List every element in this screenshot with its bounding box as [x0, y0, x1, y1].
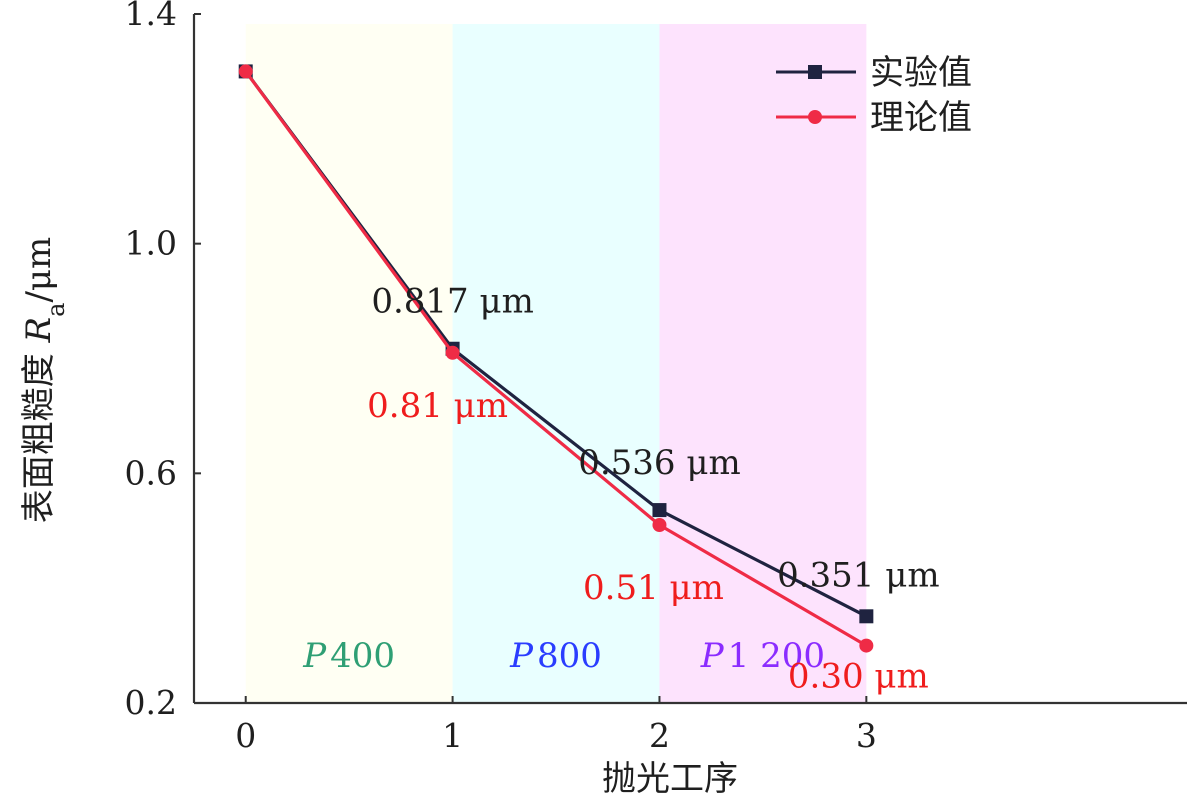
x-tick-label: 3: [856, 716, 877, 755]
legend-marker-circle: [808, 110, 822, 124]
background-region-p400: [245, 24, 453, 703]
y-tick-label: 1.4: [125, 0, 177, 33]
x-tick-label: 1: [442, 716, 463, 755]
chart-series: [238, 64, 874, 653]
chart-axes: 0.2 0.6 1.0 1.4 0 1 2 3: [125, 0, 1187, 755]
value-label-0: 0.817 μm: [371, 282, 533, 322]
region-label-p800: P 800: [509, 636, 602, 676]
value-label-5: 0.30 μm: [788, 657, 929, 697]
value-annotations: 0.817 μm 0.81 μm 0.536 μm 0.51 μm 0.351 μm 0.…: [367, 282, 939, 697]
y-tick-label: 0.6: [125, 453, 177, 492]
value-label-3: 0.51 μm: [583, 568, 724, 608]
series-line-1: [244, 69, 868, 648]
series-1-point-3: [859, 638, 874, 653]
x-axis-title: 抛光工序: [602, 759, 738, 799]
background-regions: P 400 P 800 P 1 200: [245, 24, 867, 703]
background-region-p800: [452, 24, 660, 703]
series-1-point-2: [652, 518, 667, 533]
series-0-point-3: [859, 609, 874, 624]
series-0-point-2: [652, 503, 667, 518]
series-1-point-0: [238, 64, 253, 79]
x-tick-label: 0: [235, 716, 256, 755]
legend-label-1: 理论值: [870, 98, 972, 138]
x-tick-label: 2: [649, 716, 670, 755]
y-axis-title: 表面粗糙度 Ra/μm: [19, 237, 70, 524]
value-label-2: 0.536 μm: [578, 443, 740, 483]
value-label-1: 0.81 μm: [367, 386, 508, 426]
legend-marker-square: [808, 65, 822, 79]
series-1-point-1: [445, 345, 460, 360]
value-label-4: 0.351 μm: [777, 555, 939, 595]
y-tick-label: 0.2: [125, 683, 177, 722]
axis-titles: 抛光工序 表面粗糙度 Ra/μm: [19, 237, 738, 799]
background-region-p1200: [659, 24, 867, 703]
region-label-p400: P 400: [302, 636, 395, 676]
legend-label-0: 实验值: [870, 53, 972, 93]
y-tick-label: 1.0: [125, 224, 177, 263]
